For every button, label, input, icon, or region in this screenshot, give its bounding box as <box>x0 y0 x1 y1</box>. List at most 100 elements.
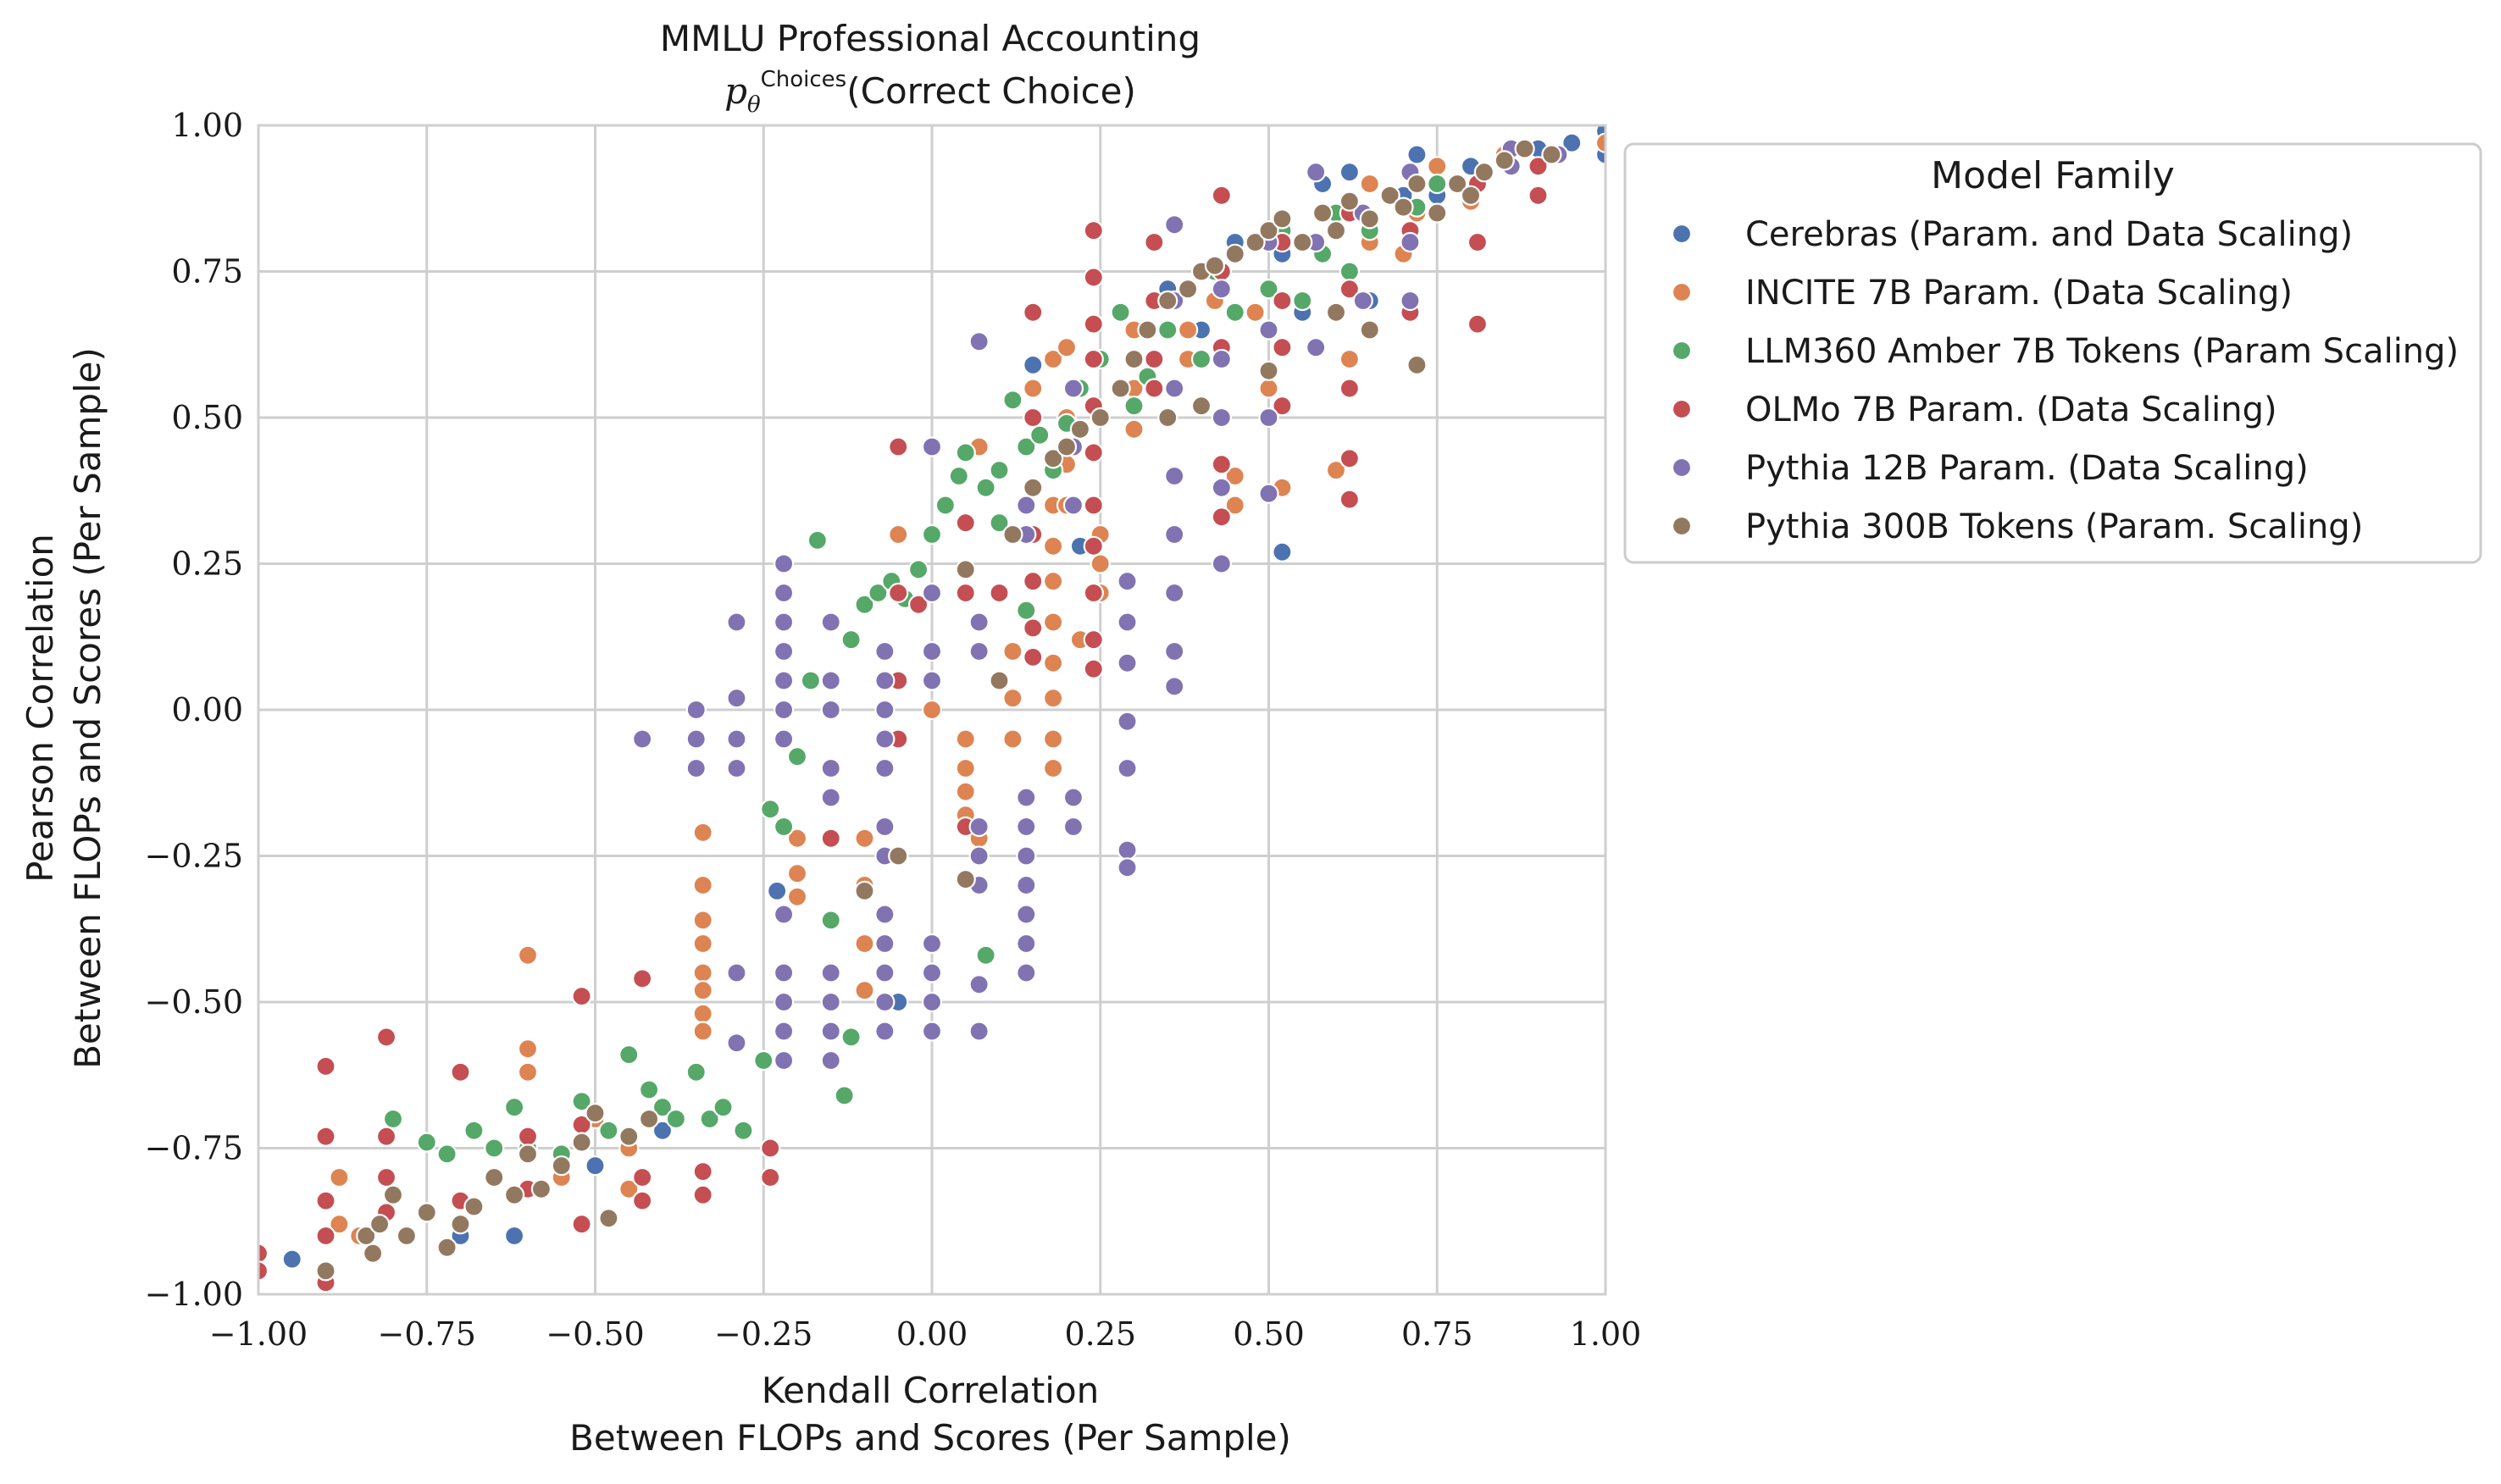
point-cerebras-param-and-data-scaling <box>1339 162 1361 183</box>
point-olmo-7b-param-data-scaling <box>1211 185 1232 206</box>
point-pythia-12b-param-data-scaling <box>874 933 896 955</box>
point-pythia-300b-tokens-param-scaling <box>854 880 875 902</box>
point-pythia-300b-tokens-param-scaling <box>416 1202 437 1223</box>
y-tick-label: −0.25 <box>145 838 243 875</box>
point-pythia-12b-param-data-scaling <box>1164 523 1185 545</box>
point-llm360-amber-7b-tokens-param-scaling <box>773 816 795 838</box>
point-pythia-300b-tokens-param-scaling <box>1110 378 1131 399</box>
x-tick-label: 0.00 <box>896 1315 968 1353</box>
point-llm360-amber-7b-tokens-param-scaling <box>975 477 996 498</box>
point-llm360-amber-7b-tokens-param-scaling <box>713 1097 734 1118</box>
legend-marker <box>1671 457 1693 479</box>
x-tick-label: 0.75 <box>1401 1315 1473 1353</box>
point-pythia-12b-param-data-scaling <box>1062 378 1084 399</box>
point-olmo-7b-param-data-scaling <box>375 1126 397 1147</box>
point-incite-7b-param-data-scaling <box>1359 173 1380 195</box>
point-llm360-amber-7b-tokens-param-scaling <box>1292 290 1313 312</box>
point-olmo-7b-param-data-scaling <box>258 1260 269 1282</box>
point-olmo-7b-param-data-scaling <box>989 582 1010 604</box>
x-axis-label-line2: Between FLOPs and Scores (Per Sample) <box>569 1417 1291 1459</box>
point-llm360-amber-7b-tokens-param-scaling <box>638 1079 660 1100</box>
point-pythia-12b-param-data-scaling <box>773 904 795 925</box>
point-llm360-amber-7b-tokens-param-scaling <box>1258 279 1279 300</box>
point-incite-7b-param-data-scaling <box>786 863 808 884</box>
point-cerebras-param-and-data-scaling <box>767 880 788 902</box>
point-olmo-7b-param-data-scaling <box>315 1055 336 1077</box>
point-incite-7b-param-data-scaling <box>1042 348 1064 370</box>
point-pythia-12b-param-data-scaling <box>773 962 795 983</box>
x-tick-label: 0.50 <box>1233 1315 1305 1353</box>
point-pythia-12b-param-data-scaling <box>1062 787 1084 808</box>
point-pythia-12b-param-data-scaling <box>874 670 896 691</box>
point-pythia-12b-param-data-scaling <box>1164 676 1185 697</box>
point-olmo-7b-param-data-scaling <box>1083 442 1104 463</box>
point-incite-7b-param-data-scaling <box>1042 757 1064 779</box>
x-tick-label: 1.00 <box>1570 1315 1642 1353</box>
y-tick-label: −1.00 <box>145 1276 243 1313</box>
point-incite-7b-param-data-scaling <box>517 1061 539 1083</box>
point-llm360-amber-7b-tokens-param-scaling <box>484 1138 505 1159</box>
point-pythia-12b-param-data-scaling <box>773 728 795 750</box>
point-pythia-300b-tokens-param-scaling <box>1204 255 1226 276</box>
point-llm360-amber-7b-tokens-param-scaling <box>1224 302 1245 323</box>
point-olmo-7b-param-data-scaling <box>1083 658 1104 679</box>
point-pythia-12b-param-data-scaling <box>1016 904 1037 925</box>
legend-title: Model Family <box>1931 154 2175 197</box>
point-cerebras-param-and-data-scaling <box>1023 354 1044 375</box>
point-olmo-7b-param-data-scaling <box>258 1243 269 1264</box>
point-pythia-12b-param-data-scaling <box>874 904 896 925</box>
point-llm360-amber-7b-tokens-param-scaling <box>989 459 1010 481</box>
point-pythia-12b-param-data-scaling <box>921 933 943 955</box>
point-incite-7b-param-data-scaling <box>921 699 943 721</box>
point-incite-7b-param-data-scaling <box>1042 571 1064 592</box>
point-llm360-amber-7b-tokens-param-scaling <box>1339 261 1361 282</box>
point-incite-7b-param-data-scaling <box>692 933 713 955</box>
point-pythia-12b-param-data-scaling <box>1016 874 1037 896</box>
point-olmo-7b-param-data-scaling <box>760 1138 781 1159</box>
point-olmo-7b-param-data-scaling <box>375 1166 397 1188</box>
point-llm360-amber-7b-tokens-param-scaling <box>618 1044 640 1066</box>
point-pythia-12b-param-data-scaling <box>1164 378 1185 399</box>
point-pythia-12b-param-data-scaling <box>773 582 795 604</box>
legend-marker <box>1671 398 1693 420</box>
point-olmo-7b-param-data-scaling <box>1467 231 1489 253</box>
point-pythia-12b-param-data-scaling <box>1062 816 1084 838</box>
point-pythia-12b-param-data-scaling <box>820 612 841 633</box>
point-incite-7b-param-data-scaling <box>1339 348 1361 370</box>
point-pythia-300b-tokens-param-scaling <box>989 670 1010 691</box>
point-incite-7b-param-data-scaling <box>1594 132 1605 153</box>
point-olmo-7b-param-data-scaling <box>1083 582 1104 604</box>
point-pythia-12b-param-data-scaling <box>1062 495 1084 516</box>
legend-marker <box>1671 515 1693 537</box>
point-pythia-12b-param-data-scaling <box>921 436 943 457</box>
point-olmo-7b-param-data-scaling <box>1272 396 1293 417</box>
point-olmo-7b-param-data-scaling <box>888 582 909 604</box>
point-pythia-300b-tokens-param-scaling <box>1023 477 1044 498</box>
point-pythia-300b-tokens-param-scaling <box>1494 150 1515 171</box>
point-pythia-300b-tokens-param-scaling <box>1406 354 1428 375</box>
point-pythia-12b-param-data-scaling <box>874 962 896 983</box>
point-pythia-300b-tokens-param-scaling <box>1272 208 1293 230</box>
point-pythia-12b-param-data-scaling <box>1211 407 1232 429</box>
point-olmo-7b-param-data-scaling <box>907 594 929 615</box>
point-pythia-12b-param-data-scaling <box>1164 640 1185 662</box>
point-pythia-12b-param-data-scaling <box>820 962 841 983</box>
point-pythia-300b-tokens-param-scaling <box>1359 208 1380 230</box>
point-llm360-amber-7b-tokens-param-scaling <box>989 512 1010 534</box>
point-incite-7b-param-data-scaling <box>955 728 976 750</box>
point-pythia-300b-tokens-param-scaling <box>1258 220 1279 241</box>
point-pythia-300b-tokens-param-scaling <box>315 1260 336 1282</box>
point-pythia-12b-param-data-scaling <box>820 991 841 1013</box>
point-llm360-amber-7b-tokens-param-scaling <box>571 1091 592 1112</box>
point-olmo-7b-param-data-scaling <box>1083 267 1104 288</box>
point-olmo-7b-param-data-scaling <box>1083 535 1104 556</box>
point-pythia-300b-tokens-param-scaling <box>955 559 976 580</box>
point-pythia-300b-tokens-param-scaling <box>1541 144 1562 165</box>
point-olmo-7b-param-data-scaling <box>1339 378 1361 399</box>
point-pythia-12b-param-data-scaling <box>874 699 896 721</box>
point-olmo-7b-param-data-scaling <box>1339 279 1361 300</box>
legend: Model Family Cerebras (Param. and Data S… <box>1623 142 2482 564</box>
point-llm360-amber-7b-tokens-param-scaling <box>1029 424 1051 446</box>
point-pythia-12b-param-data-scaling <box>1016 845 1037 867</box>
point-pythia-12b-param-data-scaling <box>921 582 943 604</box>
